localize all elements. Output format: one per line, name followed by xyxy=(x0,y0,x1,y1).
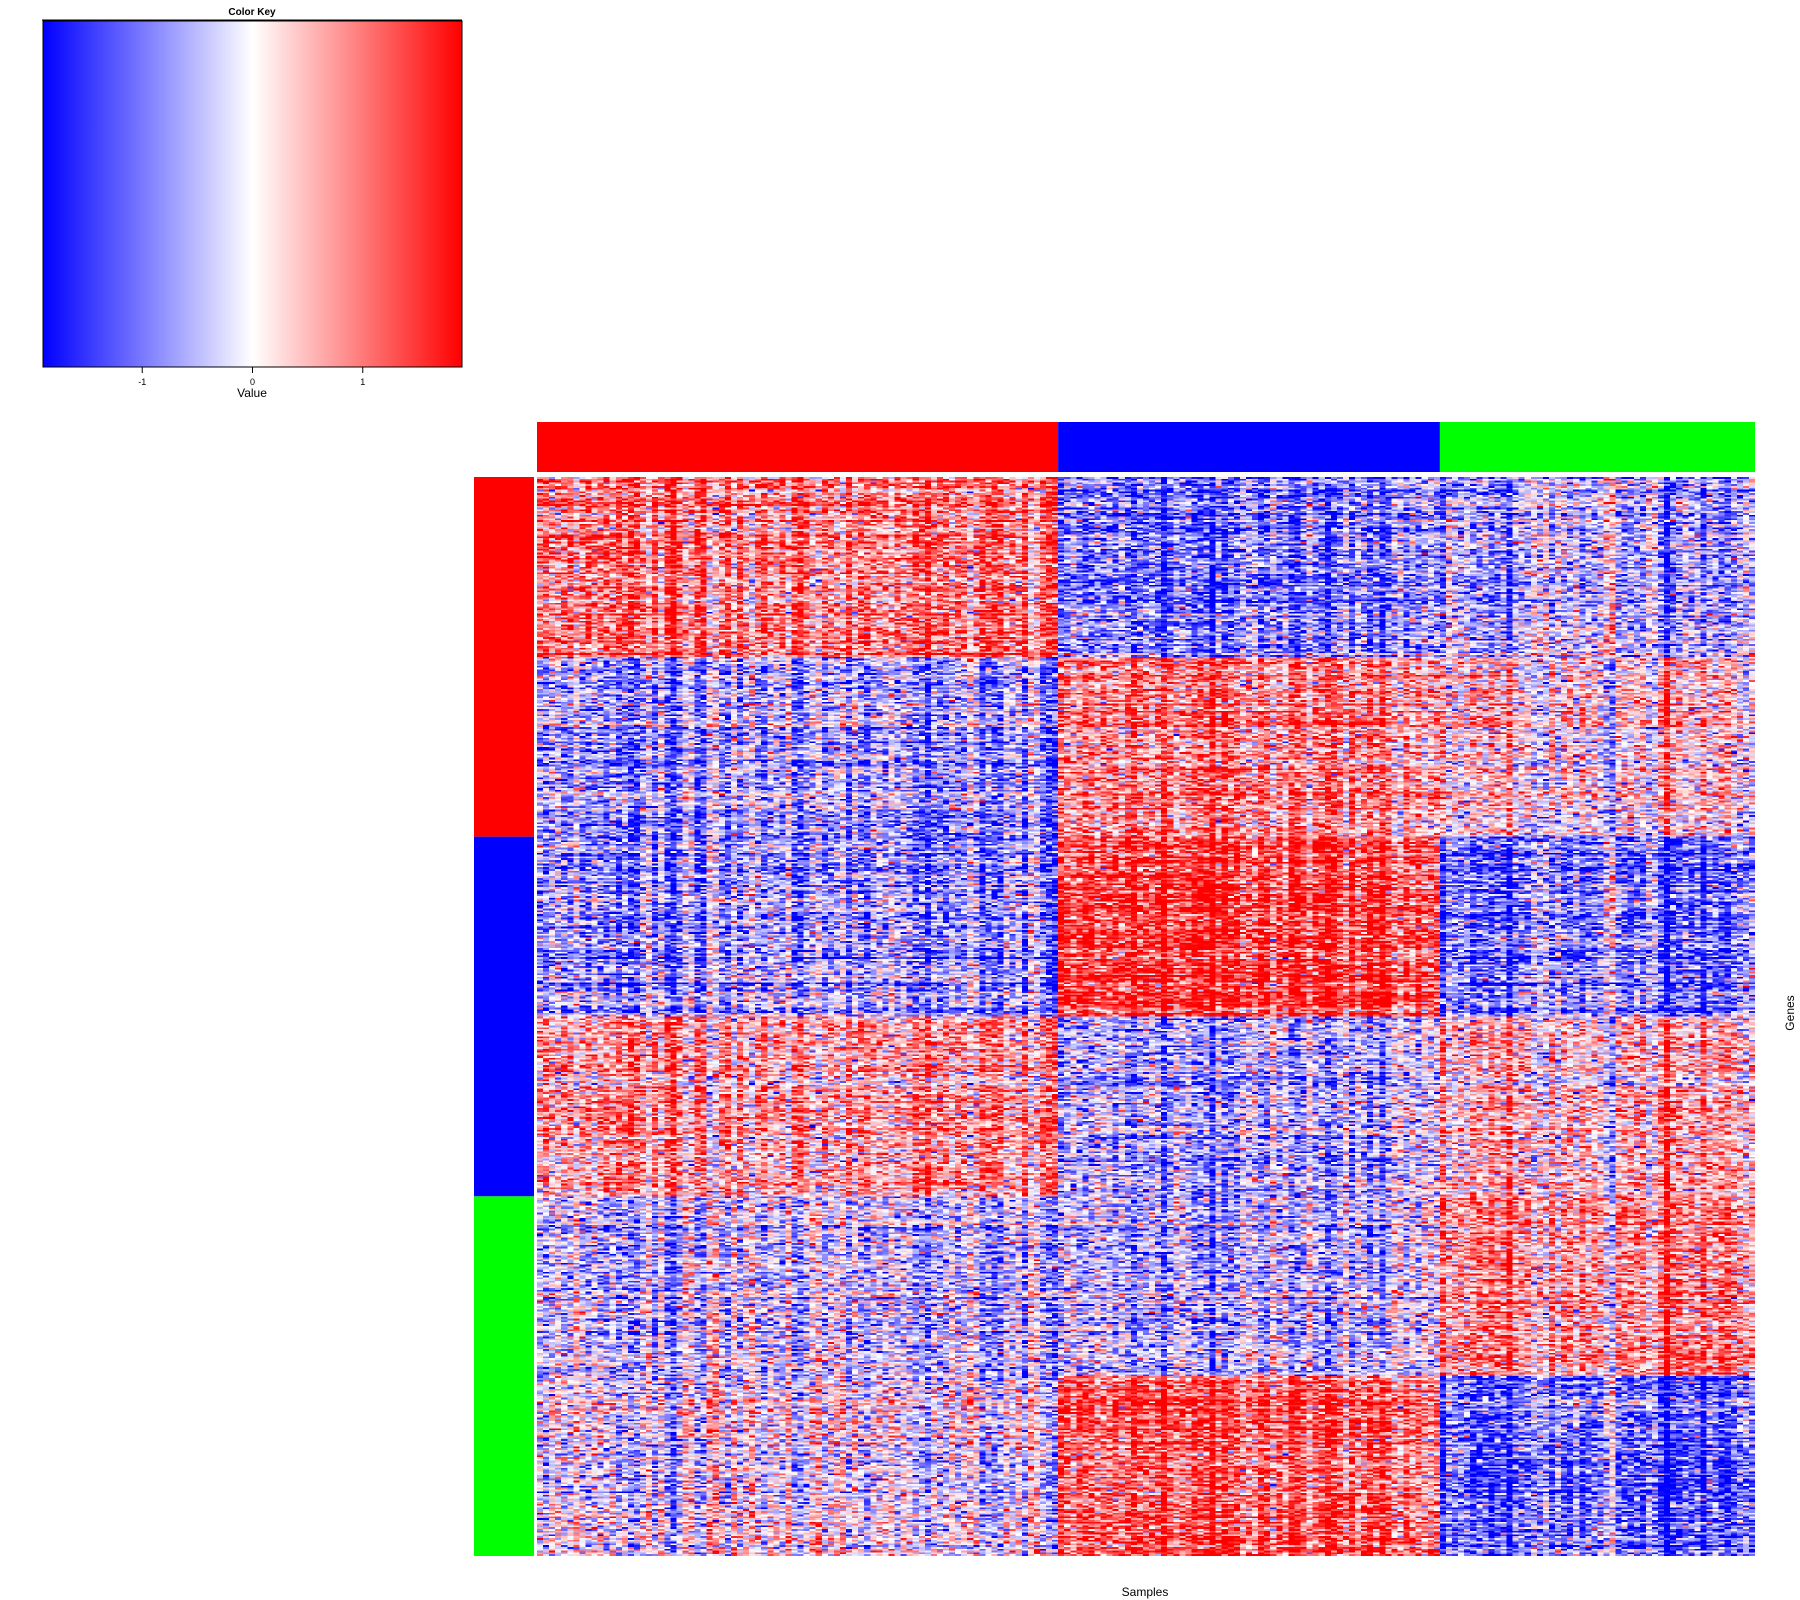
color-key-title: Color Key xyxy=(228,7,276,18)
heatmap-body xyxy=(537,477,1755,1556)
row-group-3 xyxy=(474,1196,534,1556)
row-group-1 xyxy=(474,477,534,837)
x-axis-label: Samples xyxy=(1122,1585,1169,1599)
row-group-2 xyxy=(474,836,534,1197)
column-group-1 xyxy=(537,422,1059,472)
color-key-xlabel: Value xyxy=(237,386,267,400)
y-axis-label: Genes xyxy=(1783,995,1797,1030)
column-group-2 xyxy=(1058,422,1440,472)
color-key-tick-label: 0 xyxy=(250,377,255,387)
color-key-tick-label: -1 xyxy=(138,377,146,387)
heatmap-cells-image xyxy=(537,477,1755,1556)
column-side-colors xyxy=(537,422,1755,472)
color-key-ticks: -1 0 1 xyxy=(138,367,365,387)
color-key: Color Key -1 0 1 Value xyxy=(42,7,463,400)
color-key-tick-label: 1 xyxy=(360,377,365,387)
column-group-3 xyxy=(1439,422,1755,472)
row-side-colors xyxy=(474,477,534,1556)
color-key-gradient xyxy=(42,20,463,368)
